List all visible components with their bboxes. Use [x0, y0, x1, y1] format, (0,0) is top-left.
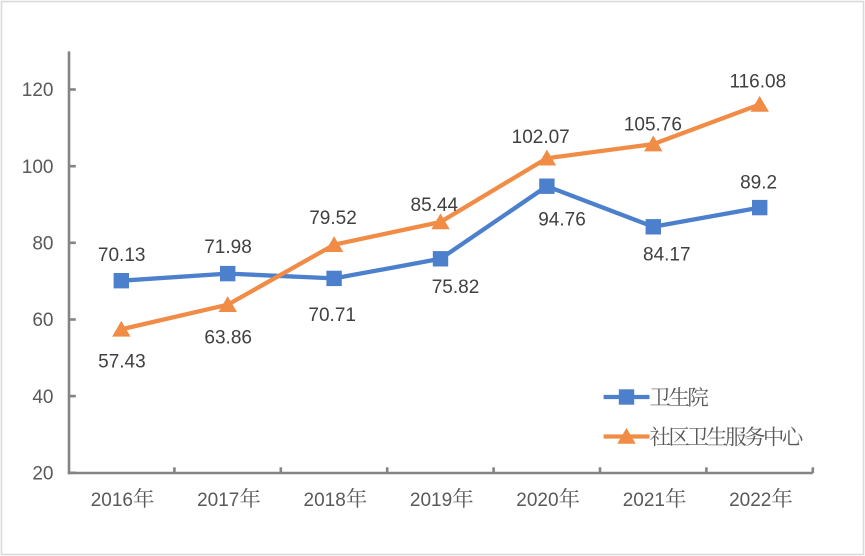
svg-text:105.76: 105.76: [624, 115, 682, 136]
svg-text:2021: 2021: [623, 490, 665, 511]
svg-text:71.98: 71.98: [204, 237, 252, 258]
svg-text:94.76: 94.76: [538, 210, 586, 231]
svg-text:60: 60: [32, 310, 53, 331]
svg-text:2016: 2016: [91, 490, 133, 511]
svg-text:57.43: 57.43: [98, 351, 146, 372]
svg-text:2019: 2019: [410, 490, 452, 511]
svg-text:116.08: 116.08: [729, 72, 786, 93]
svg-text:2017: 2017: [197, 490, 239, 511]
svg-text:40: 40: [32, 387, 53, 408]
svg-text:2018: 2018: [304, 490, 346, 511]
svg-text:63.86: 63.86: [204, 328, 252, 349]
svg-text:120: 120: [22, 80, 54, 101]
svg-text:80: 80: [32, 234, 53, 255]
svg-text:102.07: 102.07: [512, 127, 570, 148]
svg-text:85.44: 85.44: [411, 195, 459, 216]
svg-text:2022: 2022: [729, 490, 771, 511]
svg-text:20: 20: [32, 464, 53, 485]
svg-text:70.71: 70.71: [308, 305, 356, 326]
svg-text:70.13: 70.13: [98, 245, 146, 266]
svg-text:2020: 2020: [516, 490, 558, 511]
svg-text:79.52: 79.52: [309, 208, 357, 229]
svg-text:84.17: 84.17: [643, 244, 691, 265]
svg-text:89.2: 89.2: [740, 173, 777, 194]
svg-text:100: 100: [22, 157, 54, 178]
svg-text:75.82: 75.82: [432, 277, 480, 298]
